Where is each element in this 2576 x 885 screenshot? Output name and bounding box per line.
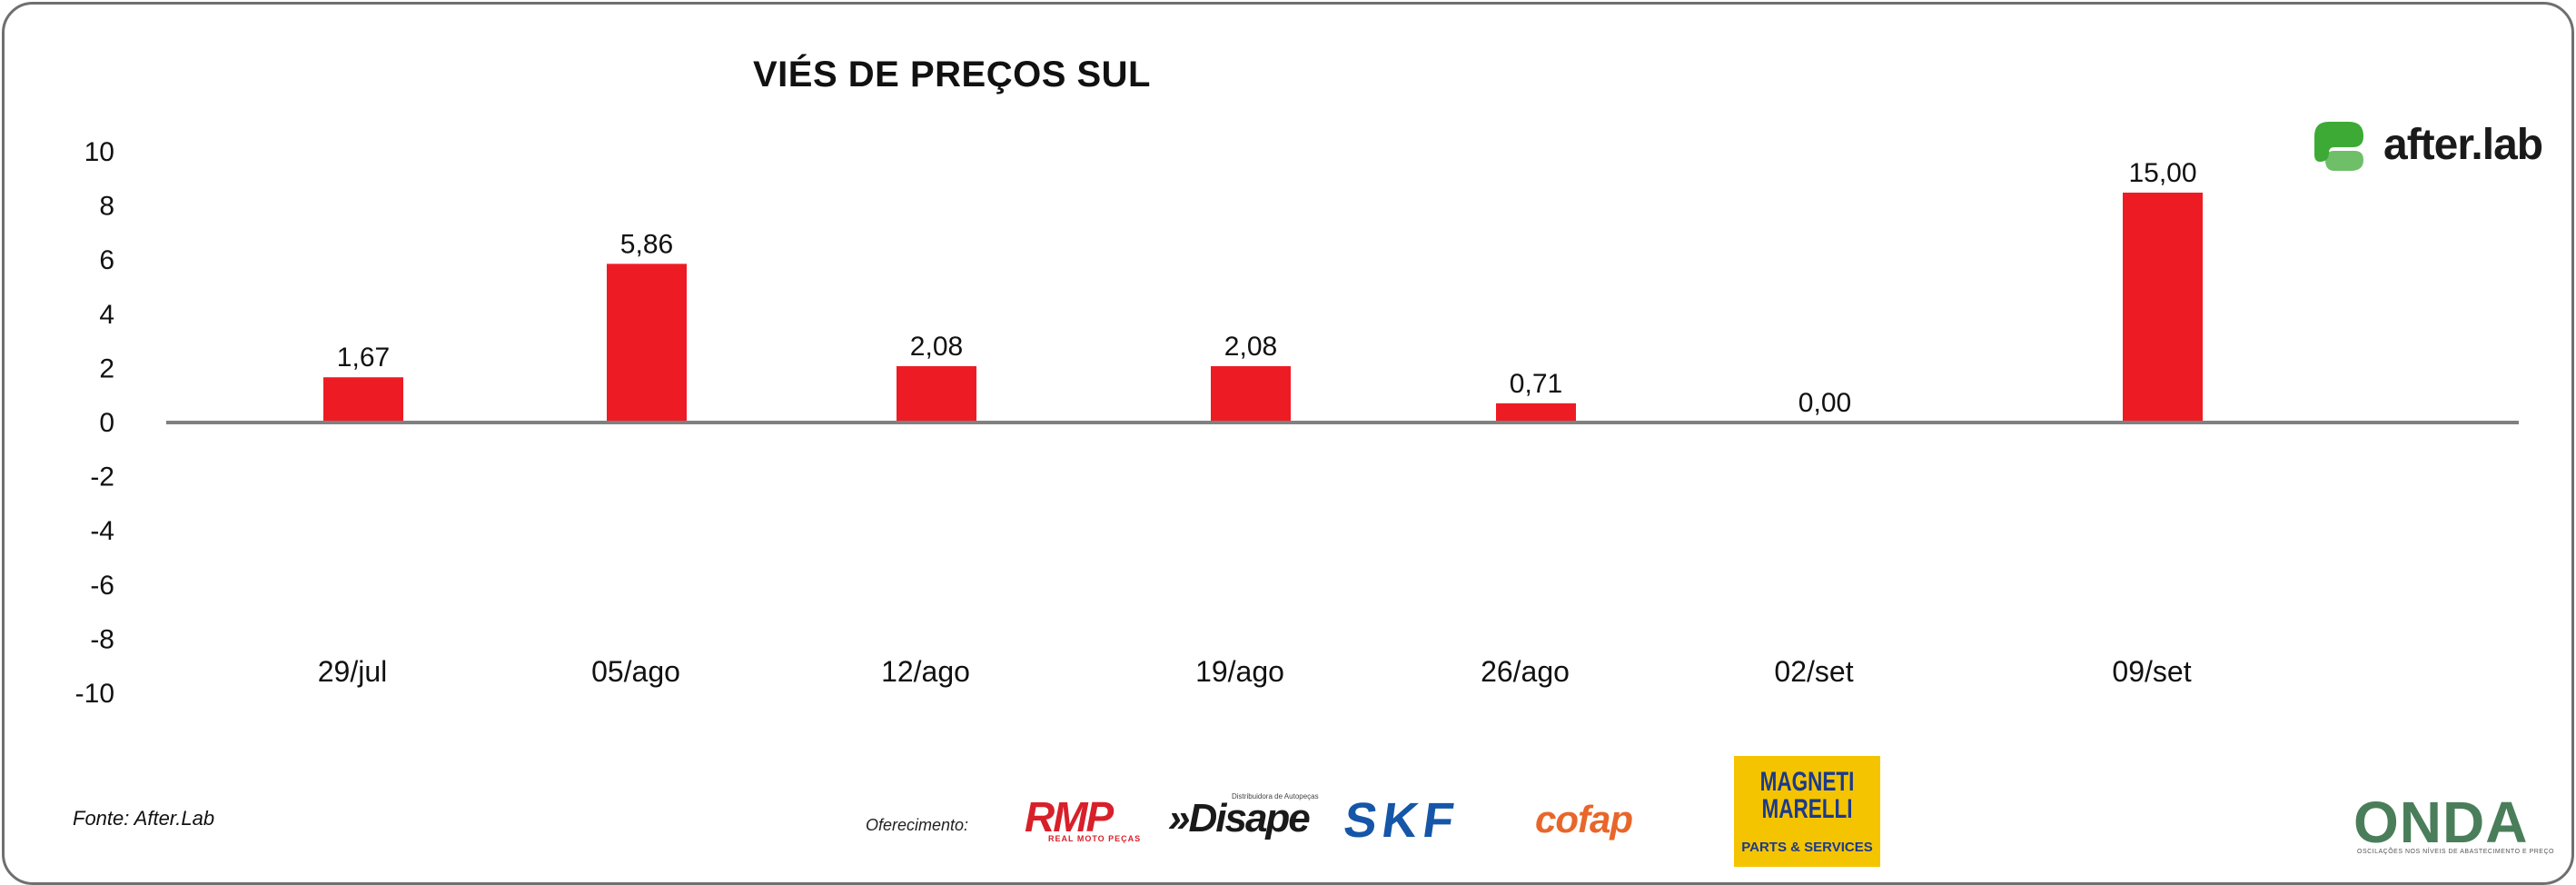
x-tick-label: 05/ago: [591, 655, 680, 688]
x-tick-label: 19/ago: [1195, 655, 1284, 688]
rmp-logo-text: RMP: [1025, 793, 1114, 840]
y-tick-label: 8: [99, 192, 114, 222]
rmp-logo: RMP REAL MOTO PEÇAS: [1025, 792, 1146, 845]
data-label: 1,67: [337, 343, 390, 373]
onda-logo: ONDA OSCILAÇÕES NOS NÍVEIS DE ABASTECIME…: [2348, 789, 2553, 861]
y-tick-label: -2: [90, 462, 114, 492]
skf-logo-text: SKF: [1340, 793, 1463, 848]
x-tick-label: 02/set: [1774, 655, 1853, 688]
rmp-logo-subtext: REAL MOTO PEÇAS: [1048, 834, 1142, 843]
magneti-logo-line1: MAGNETI: [1759, 767, 1855, 797]
y-tick-label: 6: [99, 245, 114, 275]
y-tick-label: 4: [99, 300, 114, 330]
bar: [1211, 366, 1291, 423]
y-tick-label: -10: [75, 679, 114, 709]
magneti-logo-line2: MARELLI: [1761, 794, 1853, 824]
y-tick-label: -4: [90, 516, 114, 546]
bar: [323, 377, 403, 423]
sponsor-label: Oferecimento:: [866, 816, 969, 834]
afterlab-logo-text: after.lab: [2383, 121, 2543, 169]
y-tick-label: 10: [84, 137, 114, 167]
chart-title: VIÉS DE PREÇOS SUL: [753, 55, 1151, 94]
onda-logo-text: ONDA: [2353, 790, 2529, 855]
source-note: Fonte: After.Lab: [73, 807, 215, 830]
bar: [607, 264, 687, 423]
skf-logo: SKF: [1341, 792, 1517, 848]
data-label: 2,08: [910, 332, 963, 362]
magneti-logo-line3: PARTS & SERVICES: [1741, 840, 1873, 855]
y-tick-label: -6: [90, 571, 114, 601]
afterlab-logo: after.lab: [2307, 114, 2561, 178]
magneti-marelli-logo: MAGNETI MARELLI PARTS & SERVICES: [1734, 756, 1880, 867]
disape-logo-text: »Disape: [1168, 796, 1311, 840]
data-label: 0,00: [1798, 388, 1851, 418]
x-tick-label: 29/jul: [318, 655, 388, 688]
bar: [2123, 193, 2203, 423]
x-tick-label: 26/ago: [1481, 655, 1570, 688]
data-label: 2,08: [1224, 332, 1277, 362]
cofap-logo-text: cofap: [1535, 798, 1633, 840]
disape-logo-subtext: Distribuidora de Autopeças: [1232, 792, 1319, 800]
data-label: 15,00: [2128, 158, 2196, 188]
x-tick-label: 12/ago: [881, 655, 970, 688]
y-tick-label: 2: [99, 353, 114, 383]
onda-logo-subtext: OSCILAÇÕES NOS NÍVEIS DE ABASTECIMENTO E…: [2357, 849, 2554, 855]
bar: [897, 366, 976, 423]
disape-logo: Distribuidora de Autopeças »Disape: [1168, 792, 1327, 845]
data-label: 5,86: [620, 229, 673, 259]
cofap-logo: cofap: [1535, 798, 1708, 843]
y-tick-label: 0: [99, 408, 114, 438]
x-tick-label: 09/set: [2112, 655, 2191, 688]
afterlab-mark-icon: [2314, 122, 2363, 171]
data-label: 0,71: [1510, 369, 1562, 399]
bar: [1496, 403, 1576, 423]
y-tick-label: -8: [90, 624, 114, 654]
